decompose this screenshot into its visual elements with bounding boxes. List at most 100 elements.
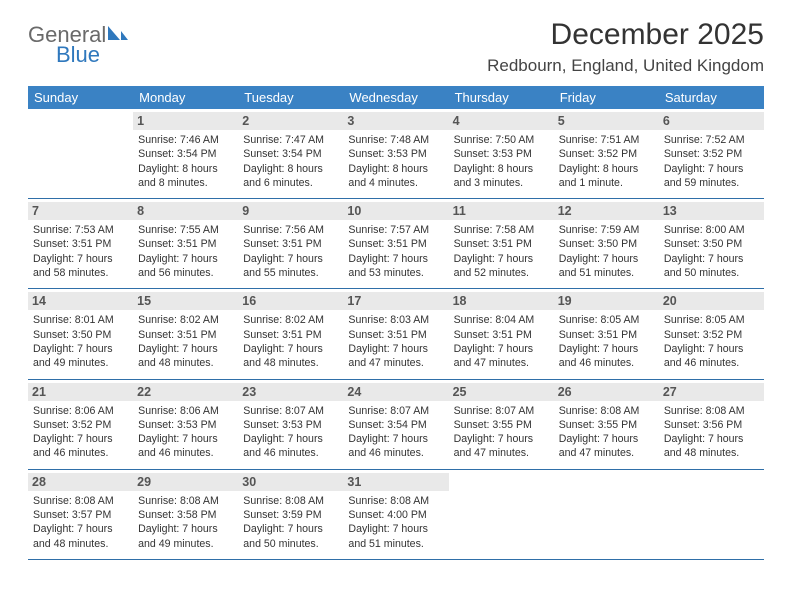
day-number: 5 [554, 112, 659, 130]
sunrise-text: Sunrise: 7:51 AM [559, 133, 654, 147]
week-row: 7 Sunrise: 7:53 AMSunset: 3:51 PMDaylight… [28, 199, 764, 289]
calendar-page: General Blue December 2025 Redbourn, Eng… [0, 0, 792, 578]
daylight-text: Daylight: 7 hours and 47 minutes. [559, 432, 654, 461]
daylight-text: Daylight: 7 hours and 58 minutes. [33, 252, 128, 281]
daylight-text: Daylight: 8 hours and 6 minutes. [243, 162, 338, 191]
daylight-text: Daylight: 7 hours and 47 minutes. [348, 342, 443, 371]
daylight-text: Daylight: 7 hours and 48 minutes. [664, 432, 759, 461]
day-header-row: Sunday Monday Tuesday Wednesday Thursday… [28, 86, 764, 109]
sunrise-text: Sunrise: 8:00 AM [664, 223, 759, 237]
sunset-text: Sunset: 3:51 PM [243, 237, 338, 251]
day-cell: 14Sunrise: 8:01 AMSunset: 3:50 PMDayligh… [28, 289, 133, 378]
day-info: Sunrise: 7:48 AMSunset: 3:53 PMDaylight:… [348, 133, 443, 190]
sunset-text: Sunset: 3:51 PM [454, 237, 549, 251]
day-info: Sunrise: 8:01 AMSunset: 3:50 PMDaylight:… [33, 313, 128, 370]
day-info: Sunrise: 8:08 AMSunset: 3:58 PMDaylight:… [138, 494, 233, 551]
sunset-text: Sunset: 3:51 PM [138, 237, 233, 251]
daylight-text: Daylight: 7 hours and 46 minutes. [559, 342, 654, 371]
sunrise-text: Sunrise: 7:55 AM [138, 223, 233, 237]
day-cell: 29Sunrise: 8:08 AMSunset: 3:58 PMDayligh… [133, 470, 238, 559]
sunset-text: Sunset: 3:58 PM [138, 508, 233, 522]
day-cell: 21Sunrise: 8:06 AMSunset: 3:52 PMDayligh… [28, 380, 133, 469]
day-cell: 9Sunrise: 7:56 AMSunset: 3:51 PMDaylight… [238, 199, 343, 288]
day-cell: 24Sunrise: 8:07 AMSunset: 3:54 PMDayligh… [343, 380, 448, 469]
daylight-text: Daylight: 7 hours and 46 minutes. [243, 432, 338, 461]
day-header-tuesday: Tuesday [238, 86, 343, 109]
day-number: 22 [133, 383, 238, 401]
day-number: 24 [343, 383, 448, 401]
day-info: Sunrise: 8:03 AMSunset: 3:51 PMDaylight:… [348, 313, 443, 370]
day-number: 23 [238, 383, 343, 401]
sunrise-text: Sunrise: 8:07 AM [348, 404, 443, 418]
sunrise-text: Sunrise: 8:04 AM [454, 313, 549, 327]
day-number: 25 [449, 383, 554, 401]
sunrise-text: Sunrise: 8:08 AM [664, 404, 759, 418]
sunrise-text: Sunrise: 7:47 AM [243, 133, 338, 147]
day-info: Sunrise: 7:53 AMSunset: 3:51 PMDaylight:… [33, 223, 128, 280]
sunrise-text: Sunrise: 7:50 AM [454, 133, 549, 147]
day-number: 8 [133, 202, 238, 220]
day-cell: 8 Sunrise: 7:55 AMSunset: 3:51 PMDaylight… [133, 199, 238, 288]
sunrise-text: Sunrise: 8:03 AM [348, 313, 443, 327]
day-cell [554, 470, 659, 559]
sunset-text: Sunset: 3:56 PM [664, 418, 759, 432]
day-cell: 22Sunrise: 8:06 AMSunset: 3:53 PMDayligh… [133, 380, 238, 469]
sunset-text: Sunset: 3:54 PM [138, 147, 233, 161]
header: General Blue December 2025 Redbourn, Eng… [28, 18, 764, 76]
sunset-text: Sunset: 3:53 PM [138, 418, 233, 432]
day-cell: 2Sunrise: 7:47 AMSunset: 3:54 PMDaylight… [238, 109, 343, 198]
day-number: 11 [449, 202, 554, 220]
daylight-text: Daylight: 8 hours and 4 minutes. [348, 162, 443, 191]
day-cell: 4 Sunrise: 7:50 AMSunset: 3:53 PMDaylight… [449, 109, 554, 198]
daylight-text: Daylight: 7 hours and 46 minutes. [348, 432, 443, 461]
day-info: Sunrise: 7:50 AMSunset: 3:53 PMDaylight:… [454, 133, 549, 190]
daylight-text: Daylight: 7 hours and 56 minutes. [138, 252, 233, 281]
sunrise-text: Sunrise: 7:59 AM [559, 223, 654, 237]
sunset-text: Sunset: 3:51 PM [454, 328, 549, 342]
day-number: 18 [449, 292, 554, 310]
sunset-text: Sunset: 3:53 PM [348, 147, 443, 161]
day-info: Sunrise: 8:04 AMSunset: 3:51 PMDaylight:… [454, 313, 549, 370]
sunset-text: Sunset: 3:51 PM [243, 328, 338, 342]
logo: General Blue [28, 18, 130, 66]
logo-text: General Blue [28, 24, 130, 66]
day-number: 28 [28, 473, 133, 491]
sunrise-text: Sunrise: 7:57 AM [348, 223, 443, 237]
day-number: 3 [343, 112, 448, 130]
day-number: 6 [659, 112, 764, 130]
sunrise-text: Sunrise: 7:52 AM [664, 133, 759, 147]
sunset-text: Sunset: 3:52 PM [664, 147, 759, 161]
day-cell: 31Sunrise: 8:08 AMSunset: 4:00 PMDayligh… [343, 470, 448, 559]
day-info: Sunrise: 7:56 AMSunset: 3:51 PMDaylight:… [243, 223, 338, 280]
daylight-text: Daylight: 7 hours and 48 minutes. [138, 342, 233, 371]
location-label: Redbourn, England, United Kingdom [487, 56, 764, 76]
sunset-text: Sunset: 3:52 PM [33, 418, 128, 432]
daylight-text: Daylight: 8 hours and 1 minute. [559, 162, 654, 191]
day-number: 1 [133, 112, 238, 130]
daylight-text: Daylight: 7 hours and 47 minutes. [454, 342, 549, 371]
sunset-text: Sunset: 3:52 PM [664, 328, 759, 342]
day-cell: 12Sunrise: 7:59 AMSunset: 3:50 PMDayligh… [554, 199, 659, 288]
calendar-table: Sunday Monday Tuesday Wednesday Thursday… [28, 86, 764, 560]
day-number: 31 [343, 473, 448, 491]
sunset-text: Sunset: 4:00 PM [348, 508, 443, 522]
day-cell: 16Sunrise: 8:02 AMSunset: 3:51 PMDayligh… [238, 289, 343, 378]
day-info: Sunrise: 7:51 AMSunset: 3:52 PMDaylight:… [559, 133, 654, 190]
sunset-text: Sunset: 3:59 PM [243, 508, 338, 522]
day-number: 16 [238, 292, 343, 310]
day-number: 7 [28, 202, 133, 220]
daylight-text: Daylight: 8 hours and 8 minutes. [138, 162, 233, 191]
day-info: Sunrise: 8:08 AMSunset: 3:57 PMDaylight:… [33, 494, 128, 551]
day-cell: 18 Sunrise: 8:04 AMSunset: 3:51 PMDayligh… [449, 289, 554, 378]
sunset-text: Sunset: 3:51 PM [348, 328, 443, 342]
day-cell: 1Sunrise: 7:46 AMSunset: 3:54 PMDaylight… [133, 109, 238, 198]
sunset-text: Sunset: 3:57 PM [33, 508, 128, 522]
day-header-sunday: Sunday [28, 86, 133, 109]
sunset-text: Sunset: 3:55 PM [454, 418, 549, 432]
day-cell [659, 470, 764, 559]
weeks-container: 1Sunrise: 7:46 AMSunset: 3:54 PMDaylight… [28, 109, 764, 560]
day-number: 4 [449, 112, 554, 130]
sunset-text: Sunset: 3:53 PM [454, 147, 549, 161]
day-info: Sunrise: 7:52 AMSunset: 3:52 PMDaylight:… [664, 133, 759, 190]
day-info: Sunrise: 8:07 AMSunset: 3:55 PMDaylight:… [454, 404, 549, 461]
